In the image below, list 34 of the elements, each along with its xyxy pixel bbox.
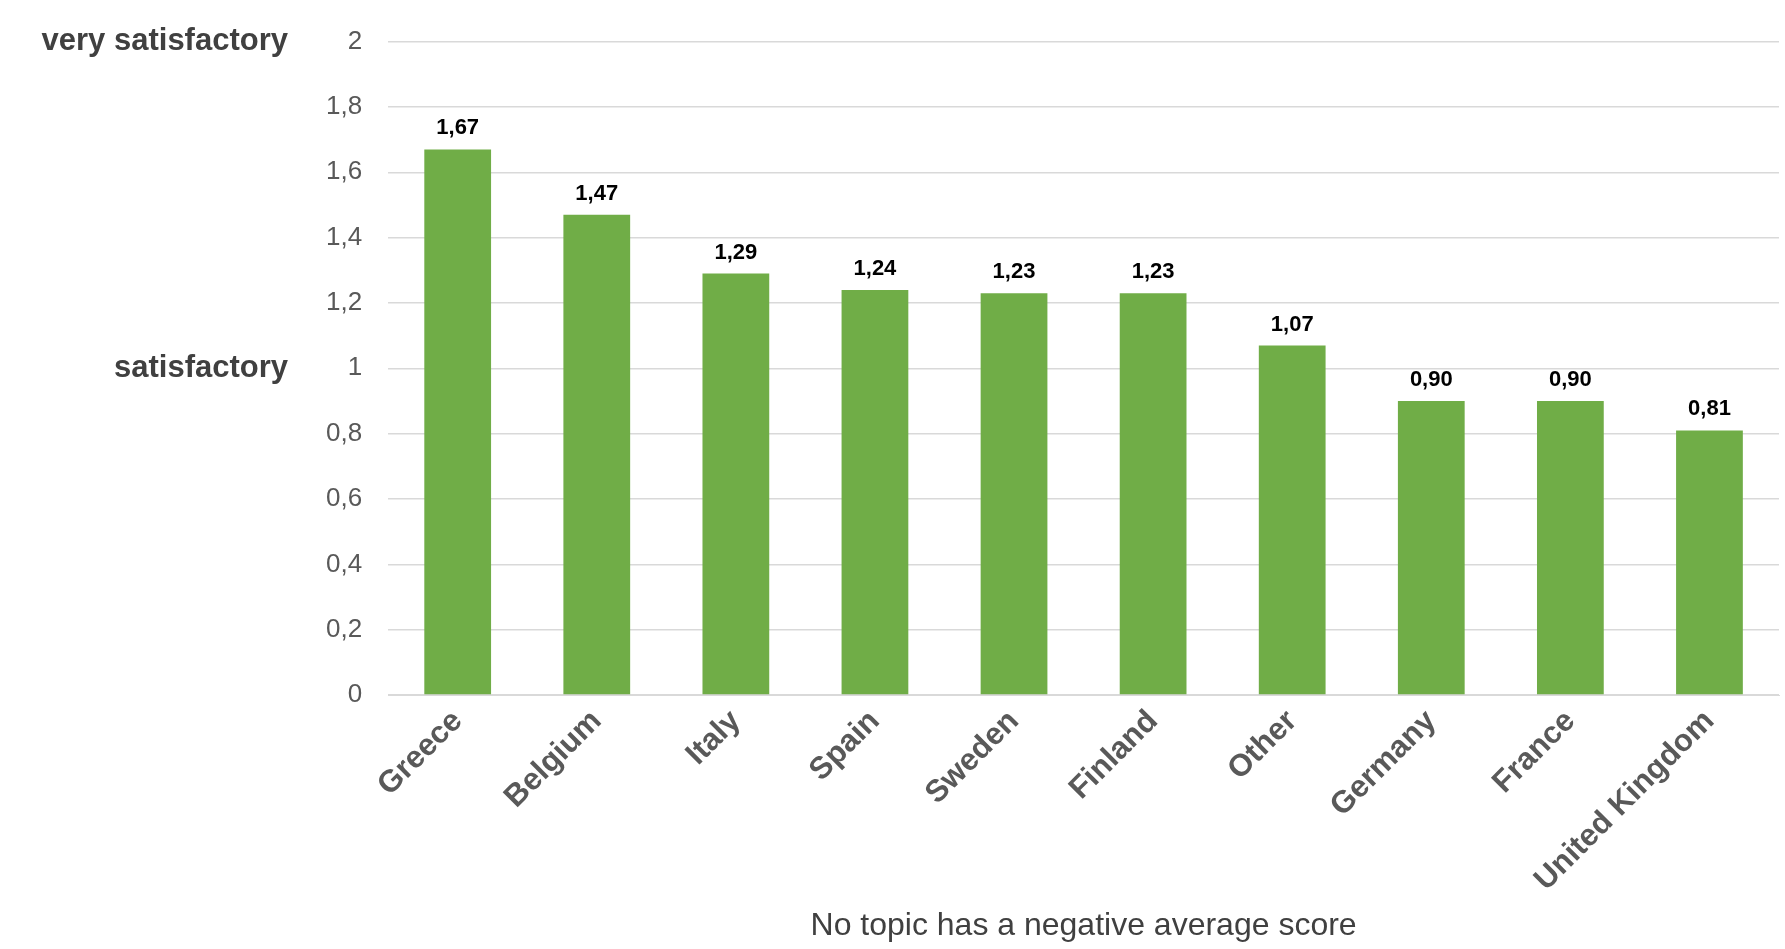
- bar: [1676, 430, 1743, 695]
- y-tick-label: 1,2: [325, 286, 363, 317]
- y-tick-label: 0,6: [325, 482, 363, 513]
- data-label: 1,23: [992, 258, 1036, 284]
- y-tick-label: 2: [347, 24, 363, 55]
- y-tick-label: 1: [347, 351, 363, 382]
- data-label: 1,07: [1270, 310, 1314, 336]
- bar: [1536, 401, 1604, 695]
- y-tick-label: 1,8: [325, 90, 363, 121]
- data-label: 0,90: [1548, 366, 1592, 392]
- data-label: 1,47: [575, 179, 619, 205]
- bar: [841, 289, 909, 695]
- data-label: 1,23: [1131, 258, 1175, 284]
- bar: [1119, 293, 1187, 695]
- bar: [702, 273, 770, 695]
- bar: [424, 149, 492, 695]
- bar: [563, 214, 631, 695]
- bar: [980, 293, 1048, 695]
- data-label: 0,90: [1409, 366, 1453, 392]
- data-label: 1,24: [853, 254, 898, 280]
- data-label: 1,67: [436, 114, 480, 140]
- bar: [1397, 401, 1465, 695]
- text: satisfactory: [113, 348, 289, 384]
- y-tick-label: 0,2: [325, 612, 363, 643]
- x-axis-title: No topic has a negative average score: [810, 905, 1357, 942]
- y-tick-label: 1,6: [325, 155, 363, 186]
- bar: [1258, 345, 1326, 695]
- y-tick-label: 0,4: [325, 547, 363, 578]
- data-label: 0,81: [1688, 395, 1731, 421]
- y-tick-label: 0: [347, 678, 363, 709]
- y-tick-label: 0,8: [325, 416, 363, 447]
- text: very satisfactory: [41, 22, 289, 58]
- y-tick-label: 1,4: [325, 220, 363, 251]
- data-label: 1,29: [714, 238, 758, 264]
